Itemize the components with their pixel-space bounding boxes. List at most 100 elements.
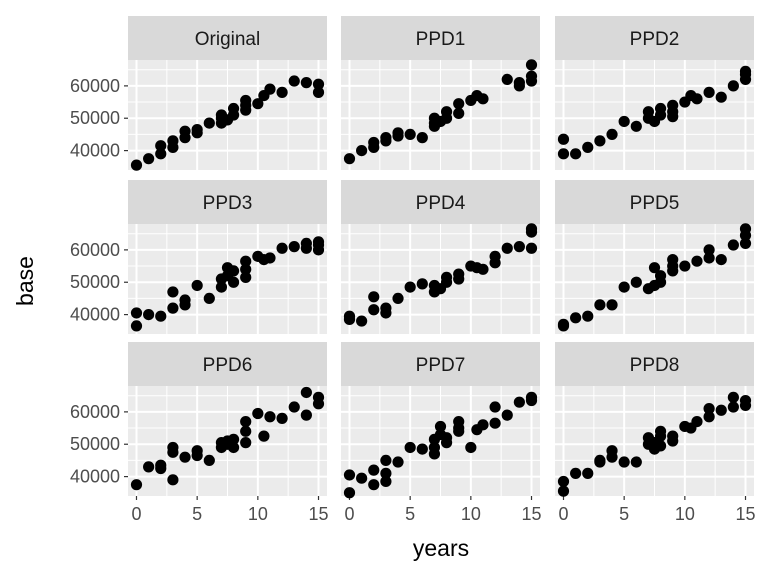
data-point [191,449,203,462]
data-point [130,159,143,171]
data-point [434,420,447,433]
facet-panel: Original 40000 50000 60000 [70,16,327,171]
data-point [130,479,143,491]
data-point [739,223,752,235]
facet-strip-label: PPD3 [203,193,253,214]
data-point [727,80,739,92]
data-point [428,441,441,454]
data-point [465,441,477,454]
data-point [404,281,416,293]
data-point [557,475,570,488]
data-point [570,312,582,324]
data-point [513,396,525,408]
data-point [570,467,582,479]
data-point [739,237,752,250]
data-point [715,91,727,103]
data-point [380,475,392,488]
data-point [477,263,489,275]
data-point [525,242,538,254]
data-point [557,485,570,497]
facet-panel: PPD1 [341,16,540,170]
x-tick-label: 10 [461,504,481,524]
y-tick-label: 40000 [70,467,120,487]
data-point [227,265,240,277]
data-point [715,404,727,416]
facet-strip-label: PPD4 [416,193,466,214]
data-point [440,432,453,444]
data-point [252,407,264,420]
data-point [288,401,300,413]
data-point [288,241,300,253]
data-point [300,386,312,399]
data-point [618,115,630,128]
data-point [264,411,276,423]
data-point [513,241,525,253]
data-point [557,318,570,330]
data-point [679,260,691,272]
data-point [513,80,525,92]
facet-strip [555,180,754,224]
data-point [557,148,570,160]
y-tick-label: 60000 [70,76,120,96]
x-tick-label: 10 [248,504,268,524]
data-point [356,472,368,484]
data-point [143,308,155,321]
data-point [155,459,167,471]
data-point [343,487,356,499]
facet-panel: PPD4 [341,180,540,334]
data-point [594,135,606,147]
data-point [477,419,489,431]
data-point [691,93,703,105]
data-point [215,281,228,293]
data-point [618,456,630,468]
data-point [380,467,392,479]
data-point [276,412,288,424]
facet-strip [128,16,327,60]
data-point [380,302,392,314]
facet-strip-label: PPD8 [630,355,680,376]
data-point [453,268,465,280]
data-point [630,120,642,132]
data-point [440,271,453,283]
data-point [594,299,606,311]
data-point [489,401,501,413]
x-tick-label: 15 [308,504,328,524]
data-point [203,117,215,129]
data-point [312,86,325,98]
data-point [227,441,240,454]
data-point [343,153,356,165]
facet-strip-label: Original [195,29,260,50]
data-point [143,461,155,473]
data-point [525,75,538,87]
data-point [227,102,240,115]
data-point [312,244,325,256]
data-point [368,291,380,303]
data-point [300,409,312,421]
data-point [703,244,715,256]
data-point [630,456,642,468]
y-tick-label: 50000 [70,108,120,128]
y-tick-label: 60000 [70,402,120,422]
data-point [191,123,203,136]
data-point [368,464,380,476]
data-point [392,292,404,305]
data-point [404,128,416,141]
data-point [501,242,513,254]
facet-strip [128,342,327,386]
facet-strip-label: PPD7 [416,355,466,376]
facet-panel: PPD6 40000 50000 60000 0 5 10 15 [70,342,329,524]
y-tick-label: 40000 [70,141,120,161]
data-point [570,148,582,160]
x-tick-label: 5 [192,504,202,524]
data-point [179,125,191,137]
data-point [130,307,143,319]
x-tick-label: 0 [131,504,141,524]
data-point [264,83,276,95]
data-point [440,106,453,118]
data-point [525,391,538,403]
data-point [312,78,325,90]
data-point [155,140,167,152]
y-tick-label: 40000 [70,305,120,325]
y-tick-label: 50000 [70,272,120,292]
